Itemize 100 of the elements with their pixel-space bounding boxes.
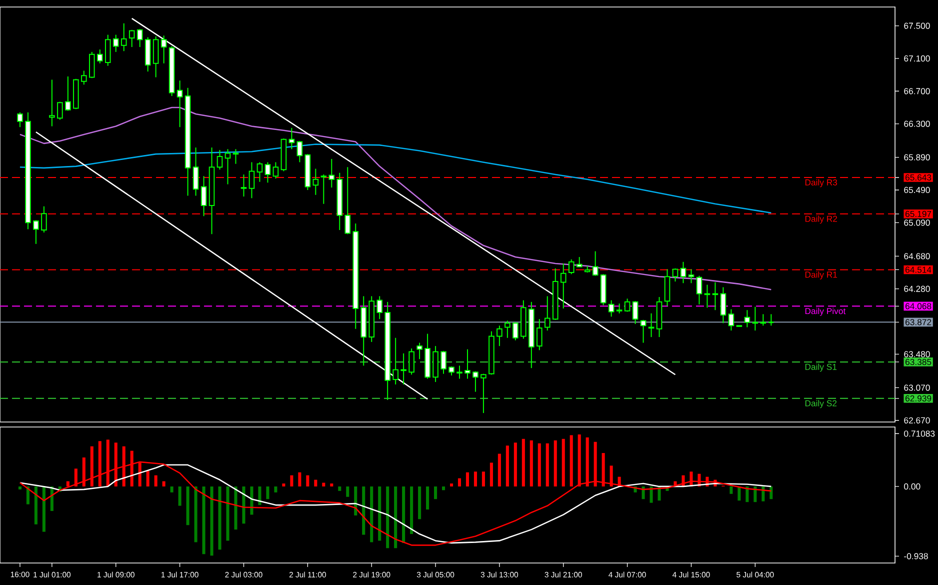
- ref-line-label: Daily R1: [805, 271, 838, 280]
- bar: [370, 486, 374, 542]
- bar: [386, 486, 390, 548]
- bar: [418, 486, 422, 520]
- bar: [242, 486, 246, 524]
- y-tick-label: 66.700: [904, 88, 930, 94]
- candlestick: [96, 48, 103, 64]
- bar: [18, 486, 22, 490]
- candlestick: [440, 350, 446, 374]
- candlestick: [712, 282, 718, 311]
- y-tick-label: 62.670: [904, 417, 930, 424]
- bar: [442, 486, 446, 490]
- candlestick: [136, 28, 143, 48]
- candlestick: [432, 346, 438, 382]
- candlestick: [664, 268, 670, 307]
- candlestick: [592, 250, 598, 276]
- bar: [610, 466, 613, 486]
- y-tick-label: -0.938: [904, 553, 928, 560]
- bar: [490, 462, 493, 486]
- candlestick: [536, 318, 542, 351]
- y-tick-label: 65.890: [904, 154, 930, 160]
- candlestick: [560, 263, 566, 309]
- candlestick: [464, 348, 470, 380]
- bar: [266, 486, 270, 500]
- candlestick: [168, 46, 175, 97]
- candlestick: [192, 147, 199, 196]
- bar: [282, 483, 286, 486]
- candlestick: [336, 172, 343, 231]
- bar: [210, 486, 214, 556]
- candlestick: [552, 268, 558, 320]
- y-tick-label: 63.480: [904, 351, 930, 358]
- candlestick: [256, 162, 263, 182]
- bar: [554, 440, 557, 486]
- y-tick-label: 0.00: [904, 483, 920, 490]
- bar: [650, 486, 653, 503]
- y-tick-label: 67.100: [904, 55, 930, 62]
- bar: [258, 486, 262, 506]
- candlestick: [312, 168, 319, 196]
- bar: [474, 472, 477, 486]
- bar: [730, 486, 733, 494]
- candlestick: [304, 154, 311, 190]
- bar: [770, 486, 773, 500]
- bar: [66, 481, 70, 486]
- bar: [690, 472, 693, 486]
- candlestick: [160, 35, 167, 64]
- bar: [226, 486, 230, 541]
- candlestick: [65, 76, 71, 112]
- candlestick: [360, 296, 366, 366]
- bar: [306, 475, 310, 486]
- candlestick: [240, 174, 247, 198]
- candlestick: [520, 300, 526, 340]
- bar: [186, 486, 190, 526]
- candlestick: [33, 220, 39, 244]
- bar: [162, 481, 166, 486]
- candlestick: [104, 34, 111, 66]
- bar: [522, 438, 525, 486]
- y-tick-label: 65.490: [904, 186, 930, 194]
- candlestick: [296, 140, 303, 163]
- bar: [762, 486, 765, 502]
- bar: [682, 475, 685, 486]
- bar: [362, 486, 366, 535]
- candlestick: [600, 274, 606, 306]
- candlestick: [608, 300, 614, 318]
- bar: [410, 486, 414, 534]
- candlestick: [448, 366, 454, 376]
- bar: [314, 480, 318, 486]
- ref-line-label: Daily R2: [805, 216, 837, 224]
- candlestick: [408, 348, 414, 376]
- bar: [498, 454, 501, 486]
- candlestick: [208, 147, 215, 235]
- candlestick: [728, 308, 734, 332]
- bar: [26, 486, 30, 504]
- candlestick: [400, 352, 406, 385]
- candlestick: [120, 22, 127, 52]
- y-tick-label: 63.070: [904, 384, 930, 391]
- candlestick: [176, 80, 183, 128]
- bar: [218, 486, 222, 550]
- bar: [506, 446, 509, 486]
- bar: [322, 482, 326, 486]
- candlestick: [272, 162, 279, 180]
- bar: [434, 486, 438, 500]
- candlestick: [648, 312, 654, 338]
- candlestick: [456, 365, 462, 380]
- bar: [274, 486, 278, 492]
- bar: [426, 486, 430, 510]
- bar: [330, 483, 334, 486]
- candlestick: [416, 342, 422, 360]
- bar: [538, 443, 541, 486]
- bar: [562, 438, 565, 486]
- candlestick: [504, 320, 510, 338]
- bar: [450, 483, 454, 486]
- bar: [458, 478, 462, 486]
- candlestick: [232, 148, 239, 164]
- candlestick: [200, 176, 207, 217]
- bar: [154, 475, 158, 486]
- y-tick-label: 65.643: [905, 174, 932, 181]
- candlestick: [584, 265, 590, 274]
- bar: [346, 486, 350, 497]
- bar: [466, 472, 470, 486]
- candlestick: [744, 310, 750, 328]
